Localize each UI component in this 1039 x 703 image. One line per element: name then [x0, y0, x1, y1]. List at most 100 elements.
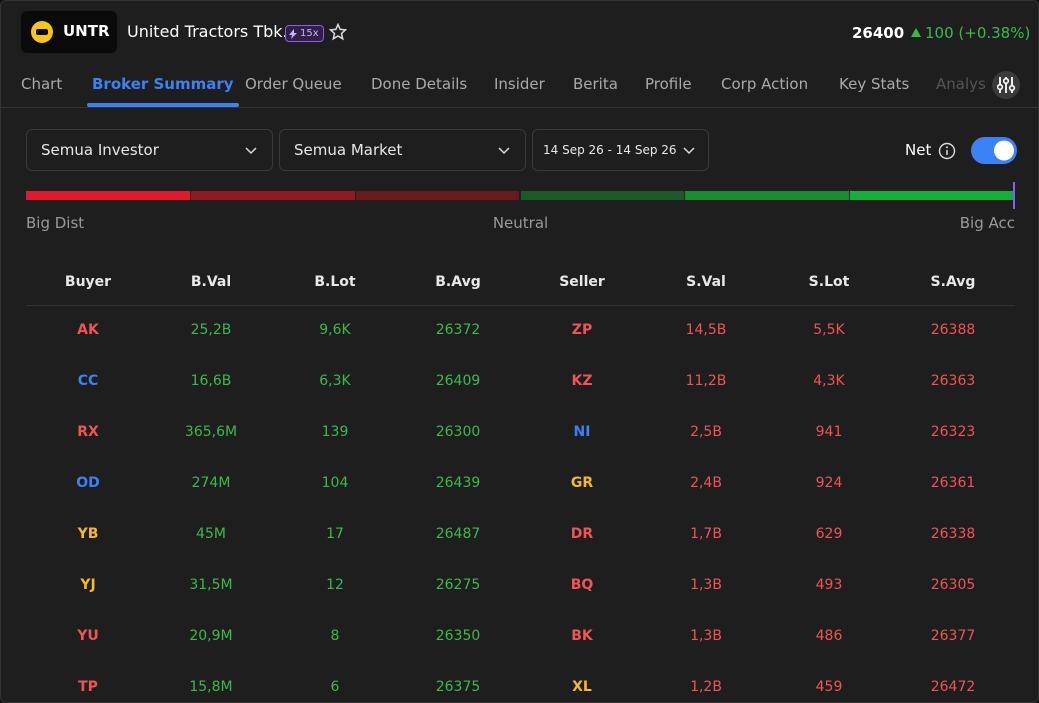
- table-cell: 15,8M: [189, 679, 233, 695]
- column-header: B.Val: [190, 274, 232, 290]
- table-cell: 26275: [435, 577, 481, 593]
- meter-segment: [190, 191, 355, 200]
- broker-code[interactable]: AK: [77, 322, 99, 338]
- broker-code[interactable]: RX: [77, 424, 99, 440]
- tab[interactable]: Chart: [21, 75, 63, 93]
- meter-label: Neutral: [492, 214, 549, 232]
- table-cell: 924: [815, 475, 843, 491]
- company-name: United Tractors Tbk.: [127, 22, 288, 41]
- table-cell: 20,9M: [189, 628, 233, 644]
- logo-icon: [31, 21, 53, 43]
- settings-button[interactable]: [991, 70, 1021, 100]
- broker-code[interactable]: GR: [570, 475, 594, 491]
- table-cell: 16,6B: [190, 373, 232, 389]
- column-header: S.Val: [686, 274, 726, 290]
- tab[interactable]: Insider: [494, 75, 545, 93]
- broker-code[interactable]: OD: [76, 475, 100, 491]
- column-header: B.Lot: [314, 274, 356, 290]
- table-cell: 26372: [435, 322, 481, 338]
- investor-select[interactable]: Semua Investor: [26, 129, 273, 171]
- tab[interactable]: Profile: [645, 75, 692, 93]
- price-change: 100 (+0.38%): [925, 24, 1031, 42]
- ticker: UNTR: [63, 22, 110, 40]
- table-cell: 486: [815, 628, 843, 644]
- table-cell: 1,3B: [690, 577, 722, 593]
- table-cell: 26363: [930, 373, 976, 389]
- date-text: 14 Sep 26 - 14 Sep 26: [543, 143, 677, 157]
- up-arrow: [911, 28, 921, 37]
- table-cell: 45M: [196, 526, 226, 542]
- table-cell: 26472: [930, 679, 976, 695]
- market-select[interactable]: Semua Market: [279, 129, 526, 171]
- meter-label: Big Acc: [959, 214, 1015, 232]
- tab[interactable]: Berita: [573, 75, 618, 93]
- table-cell: 26350: [435, 628, 481, 644]
- table-cell: 26409: [435, 373, 481, 389]
- net-toggle[interactable]: [971, 137, 1017, 164]
- tab[interactable]: Broker Summary: [92, 75, 234, 93]
- tab[interactable]: Analys: [936, 75, 986, 93]
- broker-code[interactable]: XL: [572, 679, 592, 695]
- table-cell: 274M: [191, 475, 231, 491]
- table-cell: 6,3K: [319, 373, 351, 389]
- bolt-icon: [289, 29, 297, 39]
- meter-segment: [685, 191, 850, 200]
- tab-underline: [87, 103, 239, 107]
- net-label: Net: [905, 141, 932, 159]
- broker-code[interactable]: BK: [571, 628, 593, 644]
- table-cell: 26300: [435, 424, 481, 440]
- broker-code[interactable]: YU: [77, 628, 99, 644]
- table-cell: 2,4B: [690, 475, 722, 491]
- table-cell: 2,5B: [690, 424, 722, 440]
- table-cell: 365,6M: [184, 424, 238, 440]
- meter-segment: [26, 191, 190, 200]
- market-text: Semua Market: [294, 141, 403, 159]
- broker-code[interactable]: BQ: [570, 577, 594, 593]
- table-cell: 5,5K: [813, 322, 845, 338]
- table-cell: 493: [815, 577, 843, 593]
- table-cell: 31,5M: [189, 577, 233, 593]
- chevron: [683, 147, 695, 155]
- table-cell: 1,7B: [690, 526, 722, 542]
- broker-code[interactable]: YB: [77, 526, 99, 542]
- column-header: Buyer: [64, 274, 112, 290]
- table-cell: 25,2B: [190, 322, 232, 338]
- meter-segment: [850, 191, 1014, 200]
- investor-text: Semua Investor: [41, 141, 159, 159]
- tab[interactable]: Order Queue: [245, 75, 342, 93]
- column-header: S.Lot: [808, 274, 850, 290]
- broker-code[interactable]: NI: [573, 424, 591, 440]
- chevron: [245, 147, 257, 155]
- logo-box: UNTR: [21, 11, 117, 53]
- table-cell: 1,2B: [690, 679, 722, 695]
- table-cell: 4,3K: [813, 373, 845, 389]
- table-cell: 26323: [930, 424, 976, 440]
- broker-code[interactable]: YJ: [80, 577, 96, 593]
- column-header: Seller: [559, 274, 605, 290]
- tab[interactable]: Corp Action: [721, 75, 809, 93]
- table-cell: 14,5B: [685, 322, 727, 338]
- badge-text: 15x: [300, 28, 319, 39]
- watchlist-star[interactable]: [329, 23, 347, 41]
- broker-code[interactable]: KZ: [571, 373, 593, 389]
- table-cell: 12: [326, 577, 344, 593]
- meter-segment: [355, 191, 520, 200]
- table-cell: 26487: [435, 526, 481, 542]
- meter-marker: [1013, 182, 1015, 209]
- table-cell: 26439: [435, 475, 481, 491]
- table-cell: 8: [330, 628, 340, 644]
- tab-divider: [1, 107, 1038, 108]
- broker-code[interactable]: DR: [570, 526, 594, 542]
- table-cell: 459: [815, 679, 843, 695]
- tab[interactable]: Key Stats: [839, 75, 910, 93]
- broker-code[interactable]: TP: [78, 679, 98, 695]
- margin-badge: 15x: [285, 25, 324, 42]
- info-icon[interactable]: [938, 142, 956, 160]
- date-select[interactable]: 14 Sep 26 - 14 Sep 26: [532, 129, 709, 171]
- broker-code[interactable]: CC: [77, 373, 99, 389]
- tab[interactable]: Done Details: [371, 75, 468, 93]
- table-cell: 17: [326, 526, 344, 542]
- meter-label: Big Dist: [26, 214, 85, 232]
- broker-code[interactable]: ZP: [571, 322, 593, 338]
